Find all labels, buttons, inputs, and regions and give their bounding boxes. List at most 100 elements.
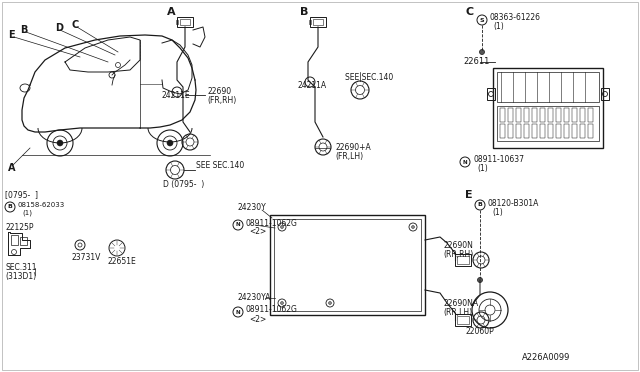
Circle shape [280,225,284,228]
Bar [270,215,425,315]
Bar [497,106,599,141]
Bar [500,108,505,122]
Bar [493,68,603,148]
Text: A226A0099: A226A0099 [522,353,570,362]
Bar [556,124,561,138]
Bar [508,108,513,122]
Text: D (0795-  ): D (0795- ) [163,180,204,189]
Bar [548,124,553,138]
Bar [572,124,577,138]
Text: (RR,LH): (RR,LH) [443,308,472,317]
Text: 24230Y: 24230Y [238,203,267,212]
Text: (1): (1) [22,210,32,216]
Bar [516,124,521,138]
Bar [588,108,593,122]
Text: B: B [20,25,28,35]
Text: 24211A: 24211A [298,80,327,90]
Text: 08120-B301A: 08120-B301A [488,199,540,208]
Text: (RR,RH): (RR,RH) [443,250,473,259]
Text: N: N [236,310,240,314]
Bar [455,254,471,266]
Text: 22651E: 22651E [108,257,137,266]
Text: 24211E: 24211E [162,90,191,99]
Bar [309,20,311,24]
Circle shape [328,301,332,305]
Text: <2>: <2> [249,228,266,237]
Bar [540,108,545,122]
Bar [457,256,469,264]
Bar [516,108,521,122]
Text: 22690+A: 22690+A [335,144,371,153]
Text: 08911-10637: 08911-10637 [473,155,524,164]
Bar [524,108,529,122]
Text: C: C [465,7,473,17]
Text: 22060P: 22060P [465,327,493,337]
Text: 22125P: 22125P [5,224,33,232]
Text: 08158-62033: 08158-62033 [17,202,64,208]
Text: N: N [463,160,467,164]
Text: 24230YA: 24230YA [238,294,271,302]
Bar [532,108,537,122]
Text: 22690: 22690 [207,87,231,96]
Text: B: B [300,7,308,17]
Circle shape [477,278,483,282]
Bar [532,124,537,138]
Text: (1): (1) [493,22,504,32]
Text: N: N [236,222,240,228]
Bar [564,124,569,138]
Bar [177,17,193,27]
Text: 22690N: 22690N [443,241,473,250]
Bar [564,108,569,122]
Circle shape [57,140,63,146]
Text: A: A [167,7,175,17]
Text: E: E [8,30,15,40]
Text: D: D [55,23,63,33]
Bar [497,72,599,102]
Text: (1): (1) [492,208,503,217]
Text: (FR,LH): (FR,LH) [335,153,363,161]
Bar [180,19,190,25]
Text: (313D1): (313D1) [5,272,36,280]
Bar [457,316,469,324]
Bar [572,108,577,122]
Bar [580,108,585,122]
Text: SEC.311: SEC.311 [5,263,36,273]
Text: B: B [8,205,12,209]
Bar [524,124,529,138]
Bar [540,124,545,138]
Bar [508,124,513,138]
Circle shape [167,140,173,146]
Bar [580,124,585,138]
Text: <2>: <2> [249,314,266,324]
Circle shape [479,49,484,55]
Text: B: B [477,202,483,208]
Bar [20,237,27,245]
Circle shape [412,225,415,228]
Bar [11,235,18,245]
Text: C: C [72,20,79,30]
Bar [500,124,505,138]
Bar [548,108,553,122]
Bar [176,20,178,24]
Bar [310,17,326,27]
Text: 08911-1062G: 08911-1062G [246,218,298,228]
Text: 08363-61226: 08363-61226 [490,13,541,22]
Text: 22690NA: 22690NA [443,298,478,308]
Bar [588,124,593,138]
Text: SEE SEC.140: SEE SEC.140 [196,161,244,170]
Text: S: S [480,17,484,22]
Bar [313,19,323,25]
Bar [556,108,561,122]
Bar [487,88,495,100]
Bar [455,314,471,326]
Text: (1): (1) [477,164,488,173]
Text: [0795-  ]: [0795- ] [5,190,38,199]
Bar [274,219,421,311]
Text: 08911-1062G: 08911-1062G [246,305,298,314]
Text: SEE SEC.140: SEE SEC.140 [345,73,393,81]
Circle shape [280,301,284,305]
Bar [601,88,609,100]
Text: A: A [8,163,15,173]
Text: 23731V: 23731V [72,253,101,263]
Text: 22611: 22611 [463,58,490,67]
